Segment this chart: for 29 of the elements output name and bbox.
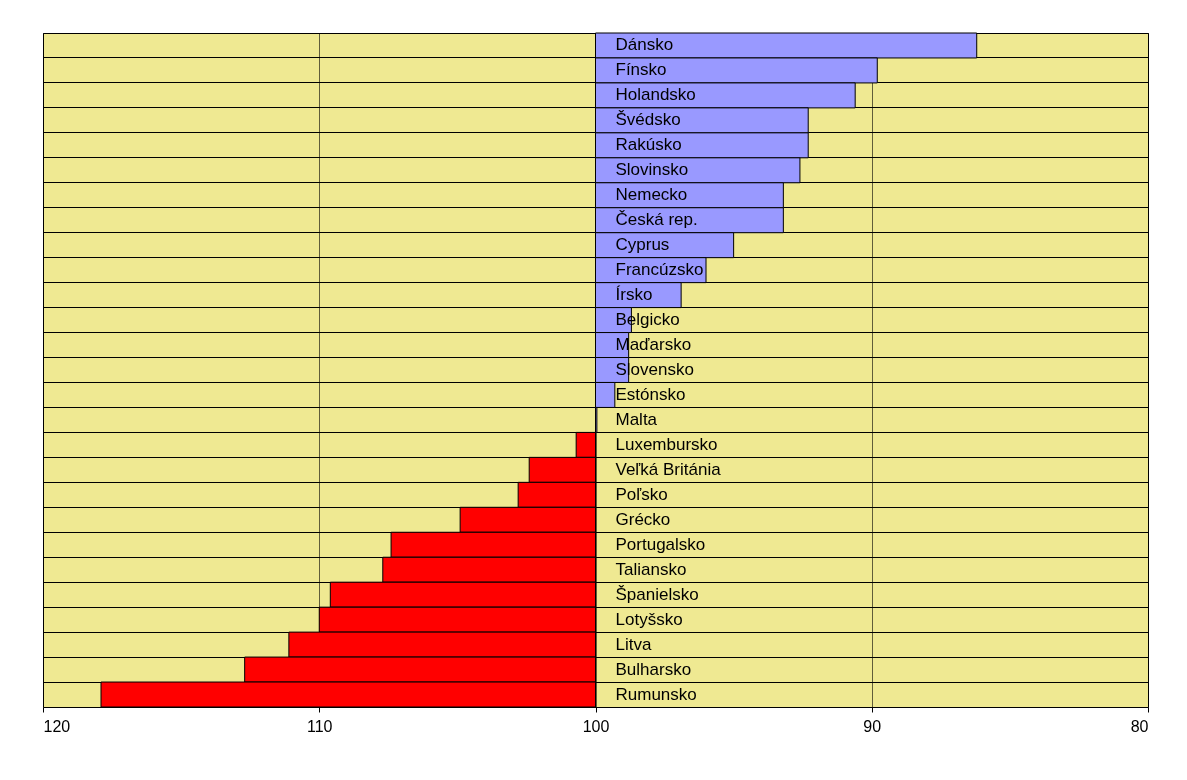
x-tick-label: 80 (1130, 717, 1149, 735)
x-tick-label: 100 (582, 717, 610, 735)
y-tick-label: Fínsko (615, 60, 667, 80)
y-tick-label: Česká rep. (615, 210, 698, 230)
y-tick-label: Rakúsko (615, 135, 682, 155)
x-tick-label: 90 (863, 717, 882, 735)
y-tick-label: Luxembursko (615, 434, 718, 454)
y-tick-label: Francúzsko (615, 260, 704, 280)
y-tick-label: Grécko (615, 509, 671, 529)
y-tick-label: Cyprus (615, 235, 670, 255)
y-tick-label: Švédsko (615, 110, 681, 130)
y-tick-label: Dánsko (615, 35, 674, 55)
y-tick-label: Írsko (615, 285, 653, 305)
x-tick-label: 110 (306, 717, 333, 735)
y-tick-label: Taliansko (615, 559, 687, 579)
y-tick-label: Nemecko (615, 185, 688, 205)
y-tick-label: Holandsko (615, 85, 696, 105)
y-tick-label: Veľká Británia (615, 459, 722, 479)
y-tick-label: Poľsko (615, 484, 668, 504)
y-tick-label: Portugalsko (615, 534, 706, 554)
y-tick-label: Slovinsko (615, 160, 689, 180)
y-tick-label: Lotyšsko (615, 609, 683, 629)
y-tick-label: Malta (615, 409, 658, 429)
y-tick-label: Španielsko (615, 584, 699, 604)
x-tick-label: 120 (43, 717, 71, 735)
y-tick-label: Rumunsko (615, 684, 697, 704)
y-tick-label: Estónsko (615, 384, 686, 404)
y-tick-label: Bulharsko (615, 659, 692, 679)
y-tick-label: Litva (615, 634, 652, 654)
